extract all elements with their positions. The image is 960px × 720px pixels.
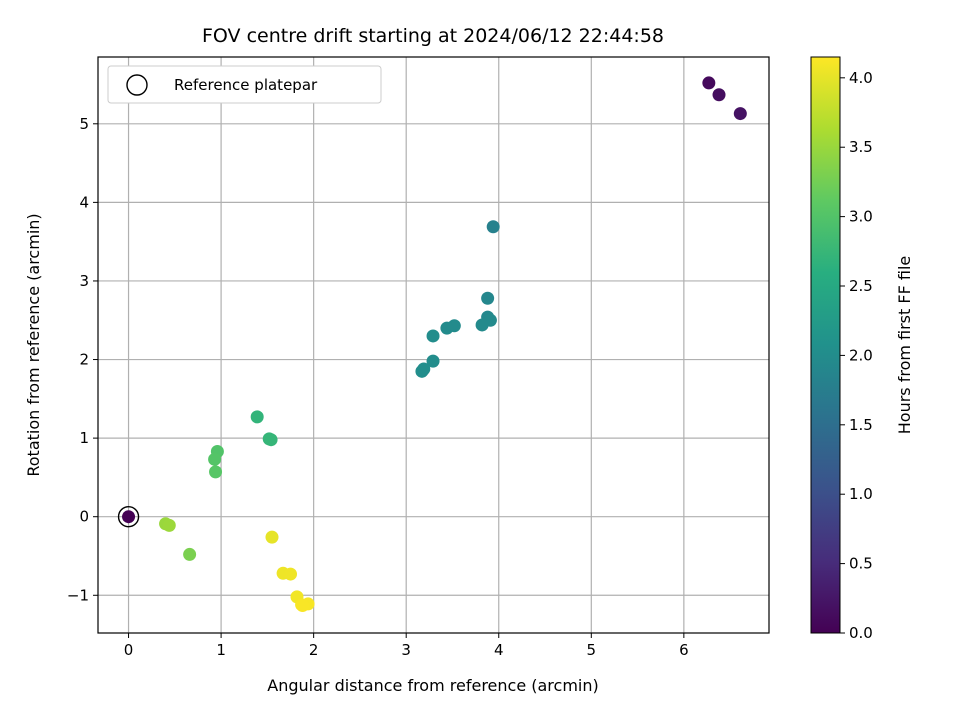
data-point (481, 291, 495, 305)
colorbar-tick-label: 3.5 (849, 138, 873, 156)
x-tick-label: 0 (124, 641, 134, 659)
colorbar-ticks: 0.0 0.5 1.0 1.5 2.0 2.5 3.0 3.5 4.0 (840, 69, 873, 642)
data-point (209, 465, 223, 479)
colorbar-tick-label: 1.0 (849, 485, 873, 503)
chart-title: FOV centre drift starting at 2024/06/12 … (202, 25, 664, 47)
data-point (183, 547, 197, 561)
data-point (712, 88, 726, 102)
legend: Reference platepar (107, 65, 382, 104)
colorbar-tick-label: 0.0 (849, 624, 873, 642)
x-tick-label: 2 (309, 641, 319, 659)
data-points (117, 76, 747, 612)
colorbar-tick-label: 3.0 (849, 208, 873, 226)
data-point (733, 107, 747, 121)
data-point (265, 530, 279, 544)
data-point (415, 364, 429, 378)
plot-area-frame (97, 56, 770, 634)
y-tick-label: 4 (79, 193, 89, 211)
colorbar-gradient (810, 56, 841, 634)
x-tick-label: 3 (401, 641, 411, 659)
data-point (426, 329, 440, 343)
y-axis-ticks: −1 0 1 2 3 4 5 (67, 115, 98, 604)
y-tick-label: 1 (79, 429, 89, 447)
x-tick-label: 6 (679, 641, 689, 659)
data-point (284, 567, 298, 581)
x-axis-ticks: 0 1 2 3 4 5 6 (124, 633, 689, 659)
y-tick-label: 2 (79, 351, 89, 369)
colorbar-tick-label: 4.0 (849, 69, 873, 87)
legend-label: Reference platepar (174, 76, 318, 94)
data-point (426, 354, 440, 368)
x-axis-label: Angular distance from reference (arcmin) (267, 676, 598, 695)
data-point (440, 321, 454, 335)
y-tick-label: 5 (79, 115, 89, 133)
legend-marker-icon (126, 74, 148, 96)
data-point (250, 410, 264, 424)
grid-lines (98, 57, 769, 633)
legend-box (107, 65, 382, 104)
data-point (475, 318, 489, 332)
reference-platepar-marker (117, 505, 140, 528)
colorbar-label: Hours from first FF file (895, 256, 914, 435)
data-point (702, 76, 716, 90)
x-tick-label: 5 (587, 641, 597, 659)
y-tick-label: 0 (79, 508, 89, 526)
y-tick-label: 3 (79, 272, 89, 290)
colorbar: 0.0 0.5 1.0 1.5 2.0 2.5 3.0 3.5 4.0 Hours from f… (810, 56, 914, 642)
y-axis-label: Rotation from reference (arcmin) (24, 213, 43, 476)
x-tick-label: 1 (216, 641, 226, 659)
y-tick-label: −1 (67, 586, 89, 604)
colorbar-tick-label: 0.5 (849, 555, 873, 573)
colorbar-tick-label: 2.5 (849, 277, 873, 295)
data-point (296, 598, 310, 612)
data-point (486, 220, 500, 234)
data-point (264, 433, 278, 447)
data-point (162, 518, 176, 532)
x-tick-label: 4 (494, 641, 504, 659)
colorbar-tick-label: 1.5 (849, 416, 873, 434)
data-point (208, 452, 222, 466)
reference-point-fill (122, 510, 136, 524)
colorbar-tick-label: 2.0 (849, 346, 873, 364)
